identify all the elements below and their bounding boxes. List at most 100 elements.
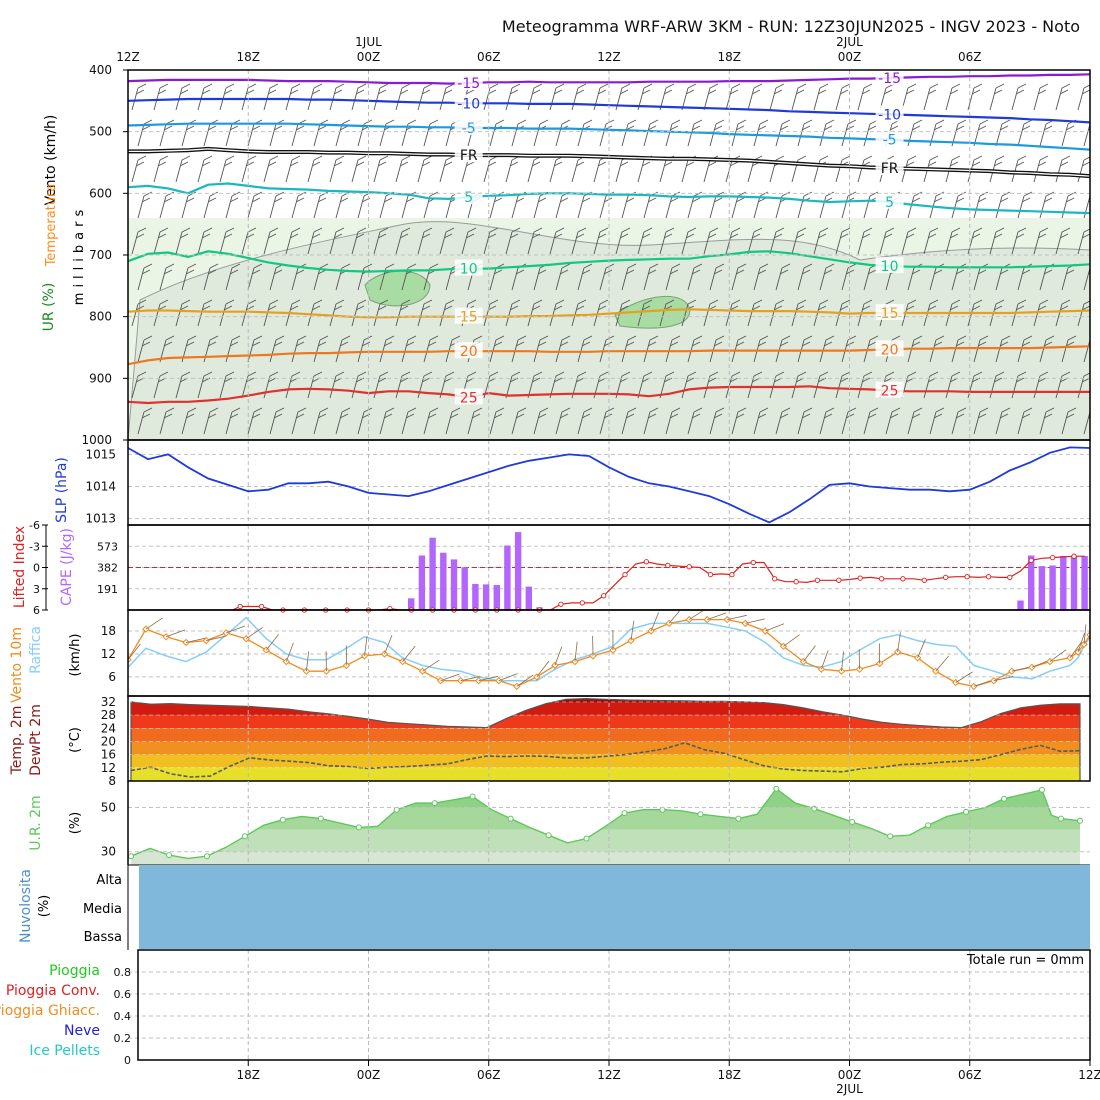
top-tick-label: 12Z	[597, 50, 621, 64]
wind-direction-arrow	[245, 627, 263, 640]
lifted-marker	[921, 577, 927, 583]
wind-barb	[263, 299, 279, 327]
cloud-level-alta: Alta	[96, 873, 122, 888]
ur-marker	[279, 816, 286, 823]
wind-barb	[1077, 84, 1090, 111]
wind-barb	[417, 299, 433, 327]
wind-barb	[643, 119, 659, 147]
wind-barb	[225, 191, 241, 219]
wind-direction-arrow	[1011, 666, 1032, 672]
wind-barb	[241, 299, 257, 327]
wind-barb	[599, 119, 615, 147]
wind-barb	[901, 227, 917, 255]
wind-barb	[1011, 155, 1027, 183]
bottom-tick-label: 18Z	[718, 1068, 742, 1082]
wind10m-line	[128, 618, 1090, 688]
wind-barb	[637, 227, 653, 255]
wind-barb	[615, 155, 631, 183]
cape-bar	[1060, 556, 1067, 610]
wind-direction-arrow	[745, 618, 765, 624]
wind-barb	[307, 155, 323, 183]
wind-barb	[555, 191, 571, 219]
wind-barb	[775, 191, 791, 219]
wind10m-panel: 6 12 18	[101, 609, 1091, 697]
isotherm-label: 25	[460, 390, 478, 406]
isotherm-label: -15	[457, 76, 480, 92]
isotherm-label-bg	[454, 259, 483, 276]
wind-barb	[483, 299, 499, 327]
isotherm-label-bg	[875, 159, 904, 176]
cape-bar	[1081, 556, 1088, 610]
wind-barb	[599, 407, 615, 435]
wind-barb	[175, 83, 191, 111]
wind-direction-arrow	[993, 676, 1014, 682]
cape-bar	[472, 583, 479, 610]
wind-barb	[1077, 300, 1090, 327]
cape-bar	[493, 585, 500, 610]
bottom-tick-label: 00Z	[838, 1068, 862, 1082]
ur-marker	[166, 852, 172, 859]
wind-barb	[219, 155, 235, 183]
label-raffica: Raffica	[28, 626, 44, 674]
wind-direction-arrow	[384, 635, 393, 655]
label-cape: CAPE (J/kg)	[59, 528, 75, 606]
wind-barb	[973, 407, 989, 435]
cape-bar	[514, 532, 522, 610]
temp-band	[131, 698, 1080, 702]
wind-direction-arrow	[783, 634, 800, 647]
wind-barb	[373, 155, 389, 183]
wind-direction-arrow	[1049, 649, 1067, 662]
wind-barb	[225, 407, 241, 435]
ur-marker	[203, 853, 210, 860]
bottom-tick-label: 12Z	[597, 1068, 621, 1082]
isotherm-label-bg	[454, 118, 483, 135]
wind-barb	[395, 155, 411, 183]
wind-barb	[291, 335, 307, 363]
wind-barb	[247, 263, 263, 291]
wind-barb	[489, 407, 505, 435]
wind-barb	[329, 155, 345, 183]
isotherm-label-bg	[454, 146, 483, 163]
ur-marker	[128, 853, 134, 860]
wind-barb	[483, 155, 499, 183]
wind-barb	[797, 263, 813, 291]
wind-barb	[329, 227, 345, 255]
bottom-tick-date: 2JUL	[836, 1082, 863, 1096]
top-tick-label: 18Z	[237, 50, 261, 64]
wind-barb	[417, 371, 433, 399]
wind-barb	[813, 227, 829, 255]
bottom-tick-label: 06Z	[477, 1068, 501, 1082]
isotherm-label-bg	[454, 94, 483, 111]
wind-barb	[131, 83, 147, 111]
wind-barb	[665, 191, 681, 219]
wind-barb	[621, 263, 637, 291]
wind-barb	[577, 191, 593, 219]
wind-tick-label: 18	[101, 624, 116, 638]
wind-barb	[285, 227, 301, 255]
wind-barb	[263, 371, 279, 399]
wind-direction-arrow	[306, 651, 310, 672]
wind-barb	[819, 407, 835, 435]
wind-barb	[967, 299, 983, 327]
ur-marker	[469, 793, 476, 800]
wind-barb	[577, 263, 593, 291]
wind-barb	[835, 227, 851, 255]
lifted-marker	[900, 576, 906, 582]
precip-tick-label: 0.6	[114, 988, 132, 1001]
wind-barb	[555, 407, 571, 435]
wind-barb	[835, 155, 851, 183]
label-slp: SLP (hPa)	[54, 457, 70, 523]
temp-tick-label: 12	[101, 761, 116, 775]
wind-barb	[269, 191, 285, 219]
wind-barb	[247, 191, 263, 219]
wind-direction-arrow	[498, 673, 518, 682]
lifted-marker	[601, 593, 607, 599]
wind-barb	[907, 119, 923, 147]
isotherm-label: 10	[881, 259, 899, 275]
wind-barb	[1061, 407, 1077, 435]
wind-barb	[181, 407, 197, 435]
temp-tick-label: 32	[101, 695, 116, 709]
wind-barb	[351, 83, 367, 111]
wind-barb	[445, 407, 461, 435]
wind-barb	[197, 155, 213, 183]
